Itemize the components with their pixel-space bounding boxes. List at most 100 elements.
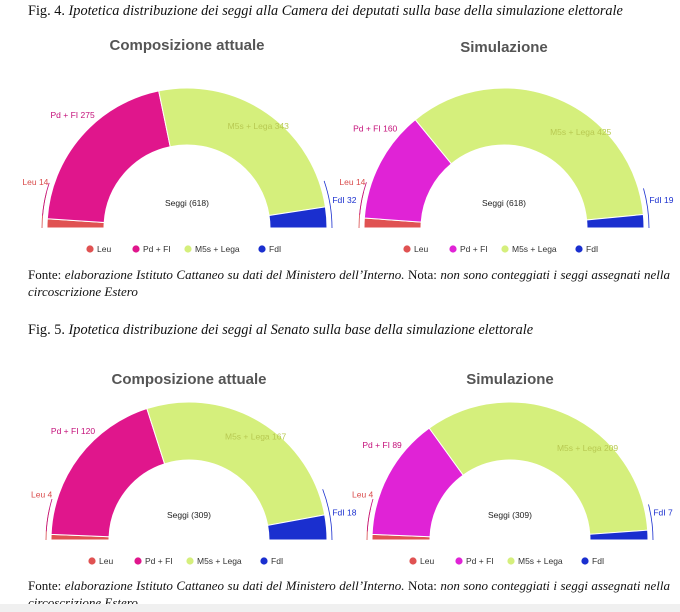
legend-label: Leu [420,556,434,566]
legend-item: M5s + Lega [186,556,242,566]
chart-title: Composizione attuale [109,37,264,54]
slice-label: FdI 32 [332,195,356,205]
legend-label: Pd + FI [145,556,173,566]
figure-4-svg: Composizione attuale Leu 14 Pd + FI 275 M5s… [22,37,673,254]
figure-4-note-label: Nota: [408,267,437,282]
slice-label: Pd + FI 160 [353,123,397,133]
legend-swatch [88,557,96,565]
legend-label: M5s + Lega [195,244,240,254]
center-label: Seggi (618) [165,198,209,208]
slice-label: FdI 7 [653,507,673,517]
legend-label: FdI [592,556,604,566]
figure-5-source-text: elaborazione Istituto Cattaneo su dati d… [64,578,405,593]
slice-label: FdI 19 [649,195,673,205]
leu-bracket [358,191,364,229]
legend-item: FdI [260,556,283,566]
legend-item: M5s + Lega [184,244,240,254]
legend-label: FdI [271,556,283,566]
slice-label: M5s + Lega 167 [225,431,286,441]
slice-label: Leu 14 [339,177,365,187]
legend-label: M5s + Lega [518,556,563,566]
legend-swatch [186,557,194,565]
legend-label: Leu [97,244,111,254]
figure-4-source: Fonte: elaborazione Istituto Cattaneo su… [28,266,670,300]
legend-swatch [132,245,140,253]
chart-title: Simulazione [460,39,548,56]
fdi-bracket [323,180,333,229]
figure-4-prefix: Fig. 4. [28,3,65,19]
legend-label: Pd + FI [460,244,488,254]
legend-swatch [86,245,94,253]
chart-2: Simulazione Leu 14 Pd + FI 160 M5s + Lega 4… [339,39,673,254]
legend-label: Leu [414,244,428,254]
center-label: Seggi (618) [482,198,526,208]
slice-label: Leu 14 [22,177,48,187]
figure-5-title: Ipotetica distribuzione dei seggi al Sen… [68,322,534,338]
chart-4: Simulazione Leu 4 Pd + FI 89 M5s + Lega 209… [352,371,673,566]
slice-label: M5s + Lega 425 [550,127,611,137]
slice-label: Pd + FI 89 [362,440,402,450]
slice-label: Pd + FI 275 [50,110,94,120]
chart-title: Simulazione [466,371,554,388]
legend-item: Leu [409,556,434,566]
legend-swatch [507,557,515,565]
slice-fdi [586,213,645,229]
slice-label: M5s + Lega 343 [228,121,289,131]
figure-4-source-text: elaborazione Istituto Cattaneo su dati d… [64,267,405,282]
center-label: Seggi (309) [167,510,211,520]
legend-label: Pd + FI [466,556,494,566]
pd-bracket [45,498,53,532]
figure-4-source-label: Fonte: [28,267,62,282]
figure-5-charts: Composizione attuale Leu 4 Pd + FI 120 M5s … [0,362,680,574]
legend-swatch [581,557,589,565]
legend-swatch [575,245,583,253]
slice-label: Leu 4 [352,490,374,500]
legend-item: M5s + Lega [501,244,557,254]
pd-bracket [366,498,374,532]
legend-label: FdI [586,244,598,254]
slice-m5s-lega [158,87,326,217]
slice-label: Pd + FI 120 [51,426,95,436]
slice-fdi [267,514,328,541]
slice-label: Leu 4 [31,490,53,500]
legend-label: M5s + Lega [197,556,242,566]
figure-4-note-text: non sono conteggiati i seggi assegnati n… [28,267,670,299]
figure-5-note-label: Nota: [408,578,437,593]
legend-item: Leu [88,556,113,566]
figure-5-svg: Composizione attuale Leu 4 Pd + FI 120 M5s … [31,371,673,566]
pd-bracket [359,182,367,215]
figure-5-prefix: Fig. 5. [28,322,65,338]
legend-swatch [134,557,142,565]
legend-swatch [409,557,417,565]
legend-swatch [501,245,509,253]
fdi-bracket [648,504,654,541]
legend-item: M5s + Lega [507,556,563,566]
chart-1: Composizione attuale Leu 14 Pd + FI 275 M5s… [22,37,356,254]
slice-fdi [268,206,328,229]
chart-title: Composizione attuale [111,371,266,388]
legend-item: Pd + FI [134,556,173,566]
slice-label: FdI 18 [332,507,356,517]
legend-item: Pd + FI [449,244,488,254]
legend-label: FdI [269,244,281,254]
legend-label: Leu [99,556,113,566]
slice-fdi [589,529,649,541]
legend-item: Leu [403,244,428,254]
legend-label: M5s + Lega [512,244,557,254]
legend-item: FdI [258,244,281,254]
pd-bracket [42,182,50,216]
legend-swatch [258,245,266,253]
slice-m5s-lega [146,401,326,527]
leu-bracket [41,192,47,229]
legend-swatch [184,245,192,253]
slice-m5s-lega [428,401,649,535]
legend-item: Pd + FI [132,244,171,254]
figure-5-source-label: Fonte: [28,578,62,593]
figure-4-title: Ipotetica distribuzione dei seggi alla C… [68,3,623,19]
figure-4-caption: Fig. 4. Ipotetica distribuzione dei segg… [28,3,623,20]
legend-swatch [449,245,457,253]
fdi-bracket [643,188,650,229]
legend-item: FdI [581,556,604,566]
legend-item: FdI [575,244,598,254]
